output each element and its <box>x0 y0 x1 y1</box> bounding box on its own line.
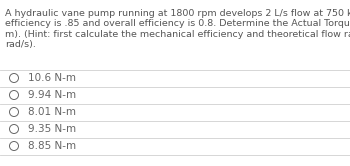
Text: 8.85 N-m: 8.85 N-m <box>28 141 76 151</box>
Text: rad/s).: rad/s). <box>5 41 36 49</box>
Text: 10.6 N-m: 10.6 N-m <box>28 73 76 83</box>
Text: efficiency is .85 and overall efficiency is 0.8. Determine the Actual Torque Req: efficiency is .85 and overall efficiency… <box>5 19 350 29</box>
Text: 8.01 N-m: 8.01 N-m <box>28 107 76 117</box>
Text: m). (Hint: first calculate the mechanical efficiency and theoretical flow rate. : m). (Hint: first calculate the mechanica… <box>5 30 350 39</box>
Text: 9.35 N-m: 9.35 N-m <box>28 124 76 134</box>
Text: A hydraulic vane pump running at 1800 rpm develops 2 L/s flow at 750 kPa. Volume: A hydraulic vane pump running at 1800 rp… <box>5 9 350 18</box>
Text: 9.94 N-m: 9.94 N-m <box>28 90 76 100</box>
